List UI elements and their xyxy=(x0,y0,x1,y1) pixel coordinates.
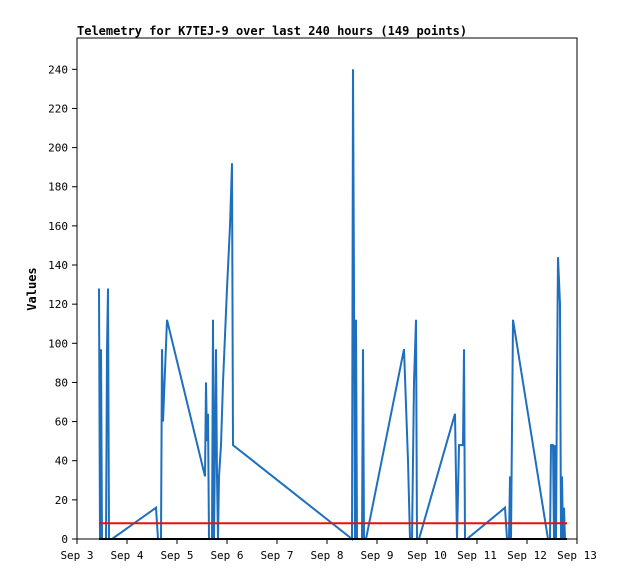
y-tick-label: 180 xyxy=(48,181,68,194)
y-tick-label: 140 xyxy=(48,259,68,272)
y-tick-label: 160 xyxy=(48,220,68,233)
y-tick-label: 20 xyxy=(55,494,68,507)
y-tick-label: 200 xyxy=(48,142,68,155)
plot-lines xyxy=(98,69,567,542)
series-line xyxy=(98,69,566,542)
y-tick-label: 60 xyxy=(55,416,68,429)
y-tick-label: 80 xyxy=(55,376,68,389)
x-tick-label: Sep 11 xyxy=(457,549,497,562)
chart-title: Telemetry for K7TEJ-9 over last 240 hour… xyxy=(77,24,467,38)
y-tick-label: 240 xyxy=(48,63,68,76)
x-tick-label: Sep 6 xyxy=(210,549,243,562)
y-tick-label: 220 xyxy=(48,102,68,115)
x-tick-label: Sep 10 xyxy=(407,549,447,562)
x-axis: Sep 3 Sep 4 Sep 5 Sep 6 Sep 7 Sep 8 Sep 9 Sep 1… xyxy=(60,539,597,562)
x-tick-label: Sep 7 xyxy=(260,549,293,562)
plot-frame xyxy=(76,37,578,540)
x-tick-label: Sep 5 xyxy=(160,549,193,562)
x-tick-label: Sep 8 xyxy=(310,549,343,562)
x-tick-label: Sep 12 xyxy=(507,549,547,562)
x-tick-label: Sep 9 xyxy=(360,549,393,562)
y-axis: 0 20 40 60 80 100 120 140 160 180 200 220 240 xyxy=(48,63,77,546)
y-axis-label: Values xyxy=(25,267,39,310)
y-tick-label: 120 xyxy=(48,298,68,311)
y-tick-label: 100 xyxy=(48,337,68,350)
y-tick-label: 40 xyxy=(55,455,68,468)
x-tick-label: Sep 13 xyxy=(557,549,597,562)
x-tick-label: Sep 4 xyxy=(110,549,143,562)
x-tick-label: Sep 3 xyxy=(60,549,93,562)
y-tick-label: 0 xyxy=(61,533,68,546)
